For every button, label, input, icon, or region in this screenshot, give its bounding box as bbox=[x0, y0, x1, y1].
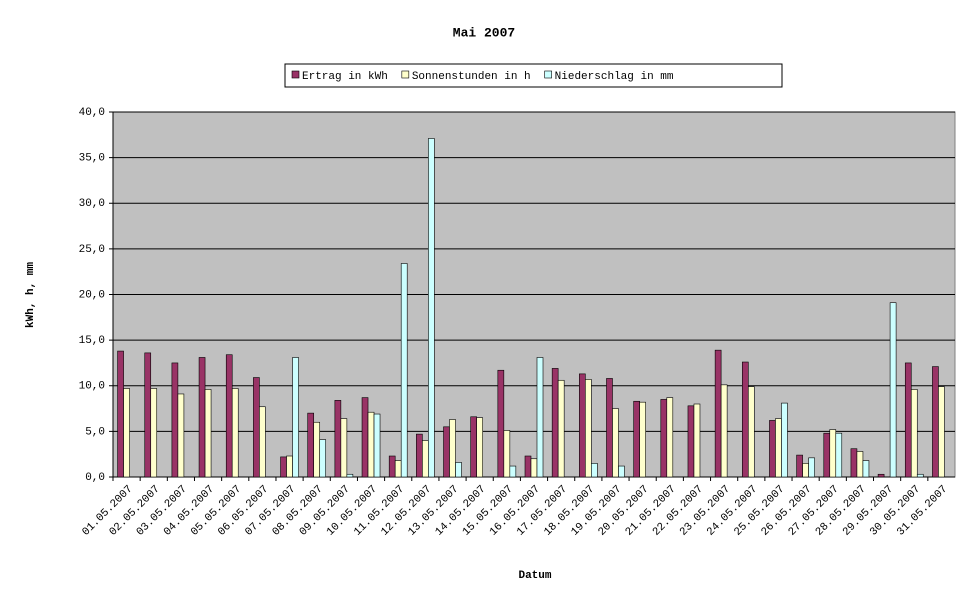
y-tick-label: 15,0 bbox=[79, 335, 105, 347]
bar bbox=[346, 473, 354, 478]
bar bbox=[394, 460, 402, 478]
bar bbox=[367, 411, 375, 478]
bar bbox=[741, 361, 749, 478]
bar bbox=[416, 433, 423, 478]
bar bbox=[530, 458, 538, 478]
bar bbox=[612, 408, 619, 478]
bar bbox=[720, 384, 728, 478]
y-tick-label: 30,0 bbox=[79, 198, 105, 210]
bar bbox=[470, 416, 477, 478]
bar bbox=[693, 403, 701, 478]
bar bbox=[796, 454, 803, 478]
bar bbox=[455, 462, 462, 478]
bar bbox=[802, 463, 809, 478]
bar bbox=[171, 362, 179, 478]
bar bbox=[150, 388, 158, 478]
bar bbox=[225, 354, 233, 478]
bar bbox=[428, 138, 435, 478]
y-tick-label: 5,0 bbox=[85, 426, 105, 438]
bar bbox=[313, 421, 321, 478]
legend-box bbox=[284, 63, 783, 88]
bar bbox=[666, 397, 674, 478]
bar bbox=[204, 389, 212, 478]
bar bbox=[591, 463, 598, 478]
bar bbox=[606, 378, 613, 478]
y-tick-label: 40,0 bbox=[79, 107, 105, 119]
bar bbox=[144, 352, 152, 478]
x-axis-title: Datum bbox=[518, 570, 551, 582]
bar bbox=[286, 455, 293, 478]
y-tick-label: 35,0 bbox=[79, 153, 105, 165]
bar bbox=[850, 448, 858, 478]
bar bbox=[633, 400, 640, 478]
bar bbox=[361, 397, 369, 478]
bar bbox=[307, 412, 315, 478]
bar bbox=[579, 373, 586, 478]
bar bbox=[829, 429, 837, 478]
bar bbox=[422, 440, 429, 478]
bar bbox=[823, 432, 831, 478]
bar bbox=[123, 388, 130, 478]
bar bbox=[503, 430, 511, 478]
bar bbox=[781, 402, 788, 478]
bar bbox=[910, 389, 918, 478]
bar bbox=[292, 357, 299, 478]
bar bbox=[747, 386, 755, 478]
bar bbox=[932, 366, 939, 478]
bar bbox=[585, 379, 592, 478]
bar bbox=[938, 386, 945, 478]
bar bbox=[916, 473, 924, 478]
bar bbox=[497, 369, 505, 478]
y-axis-title: kWh, h, mm bbox=[25, 262, 37, 328]
y-tick-label: 20,0 bbox=[79, 289, 105, 301]
bar bbox=[639, 401, 646, 478]
bar bbox=[687, 405, 695, 478]
bar bbox=[856, 451, 864, 478]
legend-swatch bbox=[544, 70, 552, 79]
legend-label: Ertrag in kWh bbox=[302, 71, 388, 83]
legend-swatch bbox=[291, 70, 300, 79]
bar bbox=[388, 455, 396, 478]
bar bbox=[443, 426, 450, 478]
chart-title: Mai 2007 bbox=[453, 25, 515, 40]
bar bbox=[231, 388, 239, 478]
bar bbox=[509, 465, 517, 478]
bar bbox=[177, 393, 185, 478]
bar bbox=[551, 368, 559, 478]
bar bbox=[259, 406, 266, 478]
bar bbox=[340, 418, 348, 478]
bar bbox=[769, 420, 776, 478]
bar bbox=[889, 302, 897, 478]
bar bbox=[877, 473, 885, 478]
legend-swatch bbox=[401, 70, 410, 79]
bar bbox=[835, 432, 843, 478]
bar bbox=[400, 263, 408, 478]
bar bbox=[557, 379, 565, 478]
y-tick-label: 0,0 bbox=[85, 472, 105, 484]
legend-label: Niederschlag in mm bbox=[555, 71, 674, 83]
legend: Ertrag in kWh Sonnenstunden in h Niedersch… bbox=[284, 63, 783, 88]
bar bbox=[618, 465, 625, 478]
bar bbox=[904, 362, 912, 478]
bar bbox=[660, 399, 668, 478]
bar bbox=[536, 357, 544, 478]
bar bbox=[373, 413, 381, 478]
y-tick-label: 25,0 bbox=[79, 244, 105, 256]
bar bbox=[808, 457, 815, 478]
bar bbox=[775, 418, 782, 478]
bar bbox=[198, 357, 206, 478]
bar bbox=[476, 417, 483, 478]
bar bbox=[714, 349, 722, 478]
bar bbox=[253, 377, 260, 478]
bar bbox=[862, 460, 870, 478]
bar bbox=[334, 400, 342, 478]
y-tick-label: 10,0 bbox=[79, 381, 105, 393]
bar bbox=[449, 419, 456, 478]
bar bbox=[117, 350, 124, 478]
legend-label: Sonnenstunden in h bbox=[412, 71, 531, 83]
bar bbox=[280, 456, 287, 478]
bar bbox=[319, 439, 327, 478]
bar bbox=[524, 455, 532, 478]
